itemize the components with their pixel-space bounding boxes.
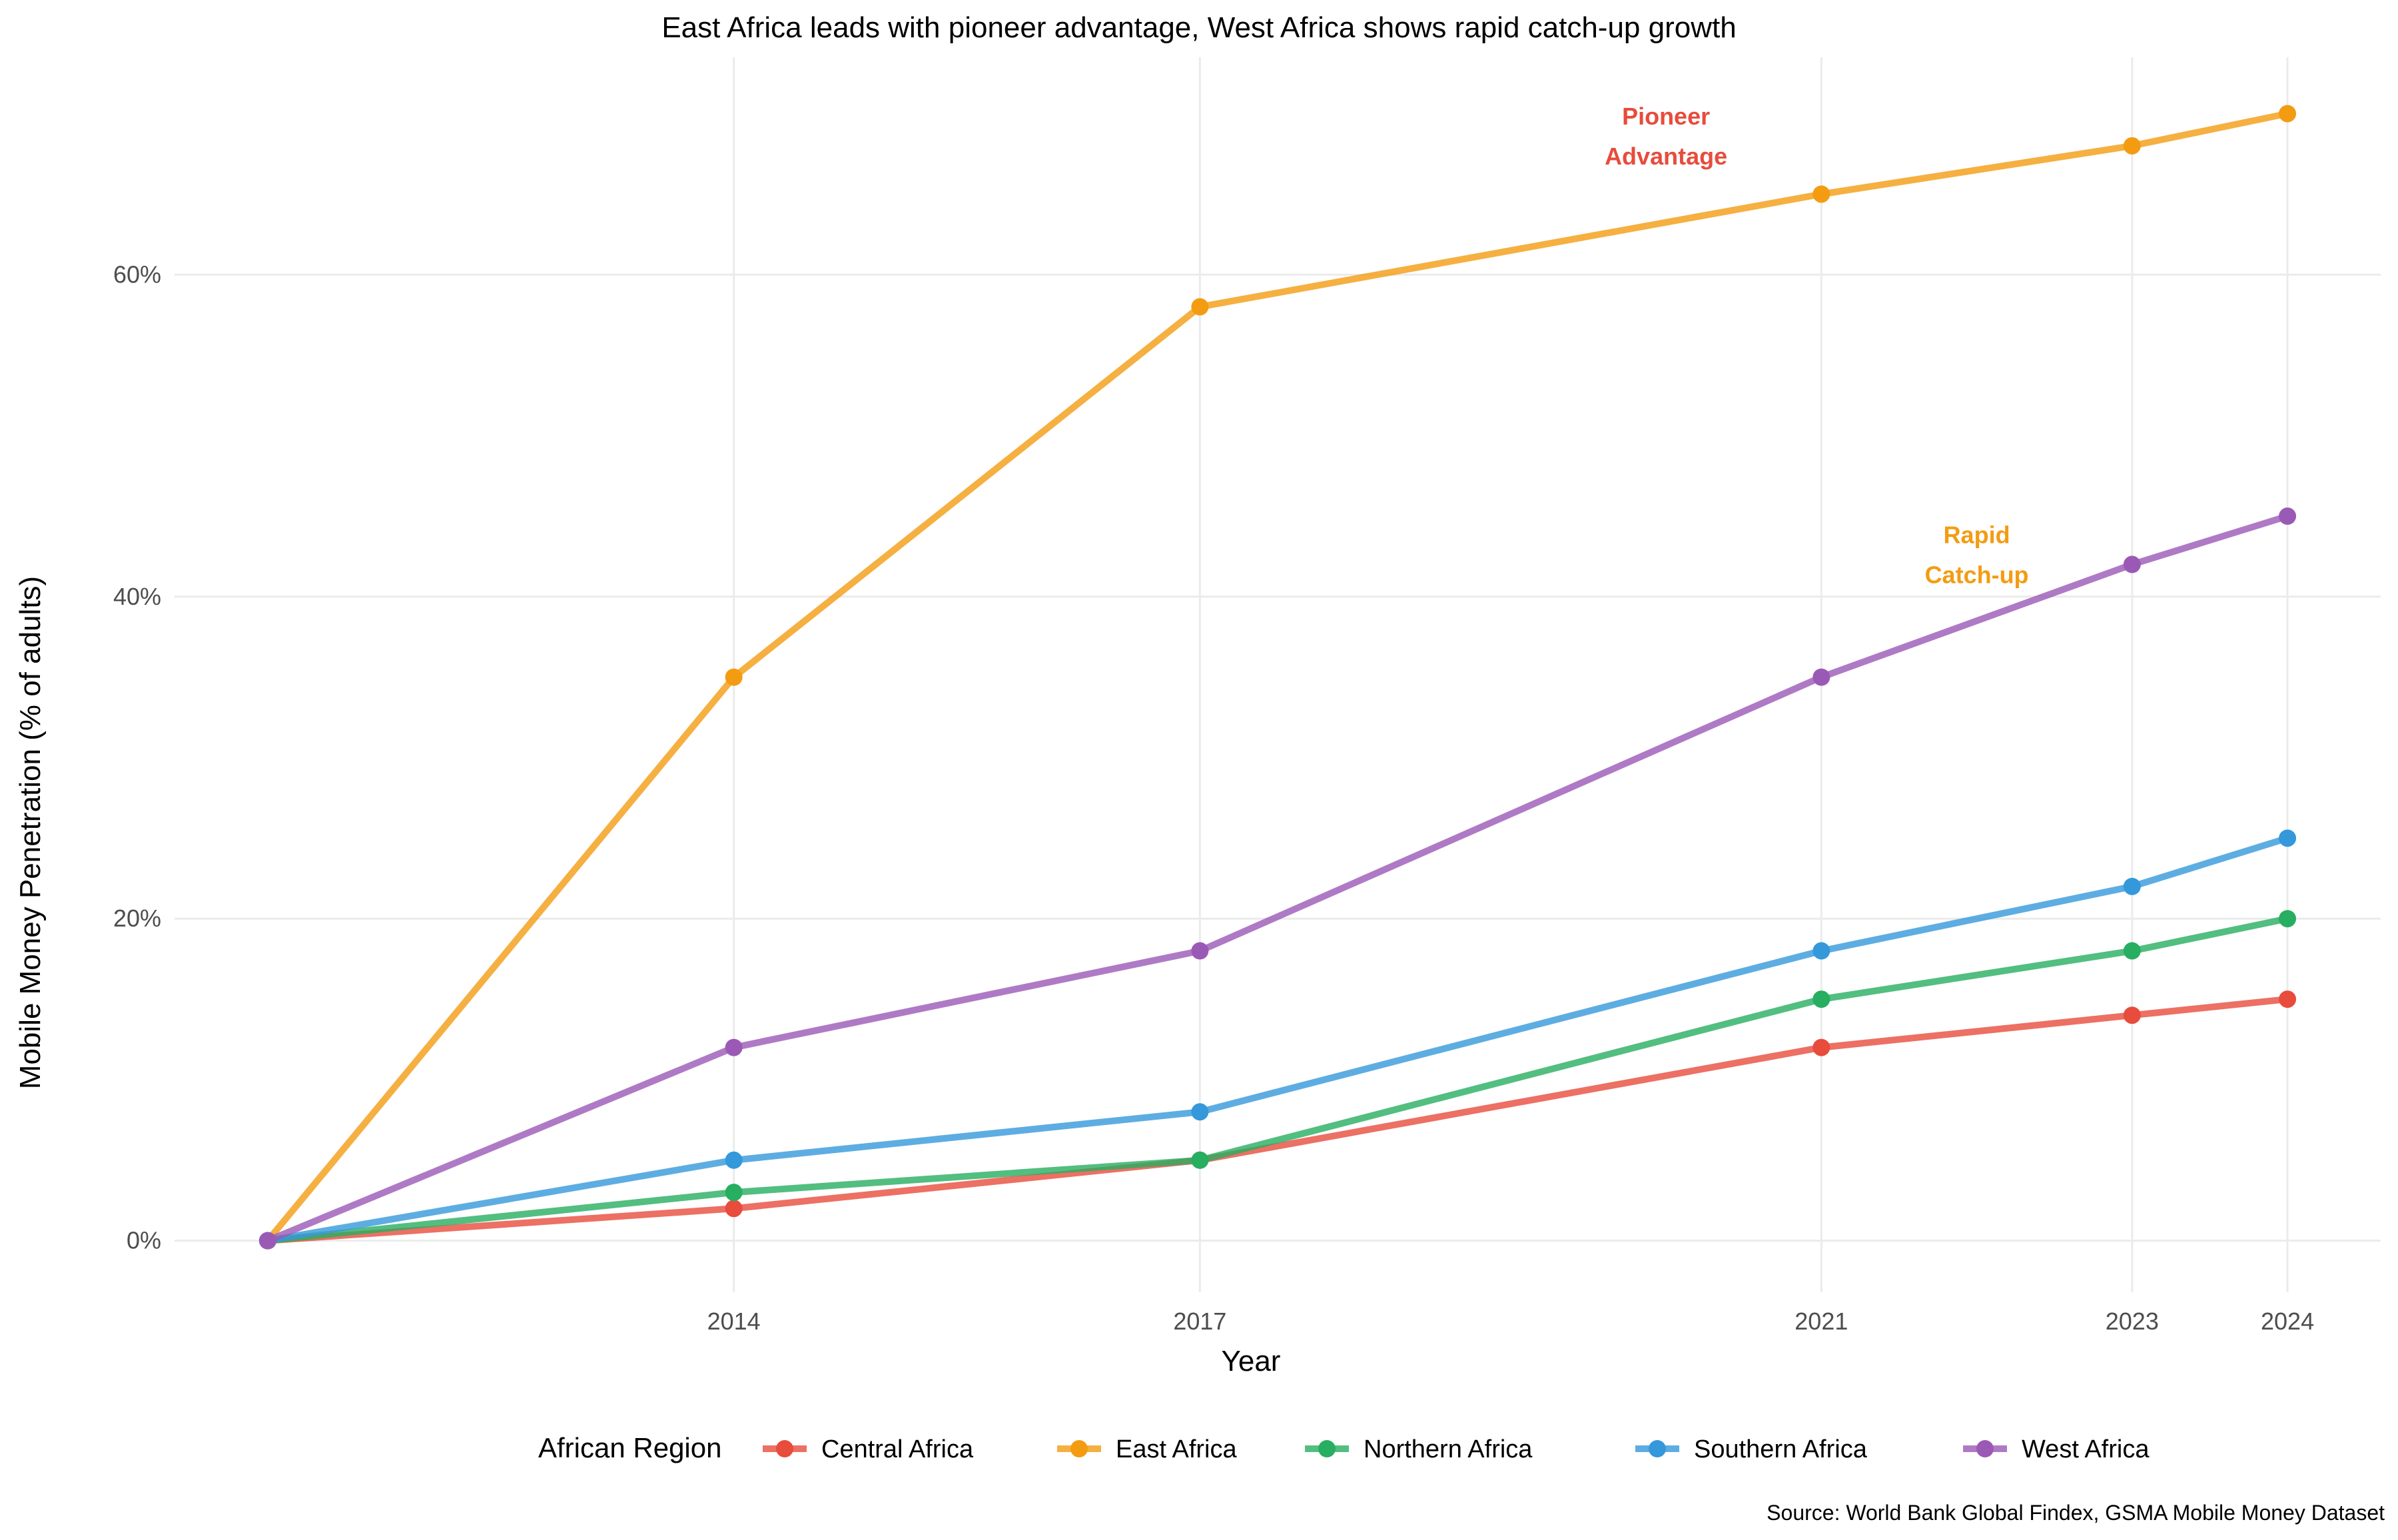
legend-label: Central Africa	[821, 1435, 974, 1463]
legend-label: Southern Africa	[1694, 1435, 1868, 1463]
legend-label: West Africa	[2022, 1435, 2150, 1463]
series-line-northern-africa	[264, 915, 2291, 1244]
data-point-northern-africa	[2123, 942, 2141, 960]
annotation-label: Pioneer	[1622, 103, 1710, 130]
series-line-central-africa	[264, 996, 2291, 1244]
data-point-southern-africa	[2123, 877, 2141, 895]
y-tick-label: 0%	[127, 1227, 161, 1254]
series-lines	[264, 110, 2291, 1244]
series-line-east-africa	[264, 110, 2291, 1244]
x-tick-label: 2014	[707, 1308, 761, 1335]
legend-key-point	[1649, 1440, 1666, 1457]
y-tick-label: 20%	[113, 905, 161, 932]
x-tick-label: 2017	[1173, 1308, 1226, 1335]
legend-title: African Region	[538, 1432, 721, 1463]
data-point-southern-africa	[1191, 1103, 1209, 1121]
legend-key-point	[776, 1440, 793, 1457]
series-line-west-africa	[264, 512, 2291, 1244]
data-point-east-africa	[1191, 298, 1209, 316]
data-point-west-africa	[725, 1038, 743, 1056]
annotation-label: Catch-up	[1925, 561, 2029, 588]
data-point-central-africa	[725, 1200, 743, 1218]
y-axis-title: Mobile Money Penetration (% of adults)	[14, 576, 47, 1089]
series-line-southern-africa	[264, 835, 2291, 1244]
annotations: Pioneer Advantage Rapid Catch-up	[1605, 103, 2029, 588]
legend-label: Northern Africa	[1364, 1435, 1533, 1463]
annotation-label: Advantage	[1605, 143, 1727, 170]
data-point-west-africa	[2279, 507, 2297, 525]
gridlines	[175, 57, 2381, 1292]
x-axis-title: Year	[1222, 1345, 1281, 1377]
axes: 0% 20% 40% 60% 2014 2017 2021 2023 2024	[113, 260, 2314, 1335]
data-point-southern-africa	[2279, 829, 2297, 847]
data-point-northern-africa	[725, 1184, 743, 1202]
legend-label: East Africa	[1116, 1435, 1237, 1463]
data-point-southern-africa	[1812, 942, 1830, 960]
data-point-central-africa	[1812, 1038, 1830, 1056]
data-point-northern-africa	[1812, 990, 1830, 1008]
x-tick-label: 2021	[1795, 1308, 1848, 1335]
data-point-east-africa	[725, 668, 743, 686]
data-point-east-africa	[1812, 185, 1830, 203]
data-point-central-africa	[2123, 1006, 2141, 1024]
legend-key-point	[1070, 1440, 1088, 1457]
data-point-east-africa	[2279, 105, 2297, 123]
data-point-northern-africa	[1191, 1151, 1209, 1169]
data-point-northern-africa	[2279, 910, 2297, 928]
data-point-west-africa	[1191, 942, 1209, 960]
y-tick-label: 40%	[113, 583, 161, 610]
legend-key-point	[1976, 1440, 1994, 1457]
data-point-west-africa	[1812, 668, 1830, 686]
annotation-label: Rapid	[1944, 521, 2010, 548]
y-tick-label: 60%	[113, 260, 161, 288]
chart-title: East Africa leads with pioneer advantage…	[661, 11, 1736, 44]
data-point-central-africa	[2279, 990, 2297, 1008]
x-tick-label: 2024	[2261, 1308, 2314, 1335]
data-point-west-africa	[258, 1232, 276, 1250]
source-caption: Source: World Bank Global Findex, GSMA M…	[1767, 1501, 2385, 1525]
x-tick-label: 2023	[2106, 1308, 2159, 1335]
data-point-west-africa	[2123, 556, 2141, 574]
legend-key-point	[1318, 1440, 1336, 1457]
data-point-east-africa	[2123, 137, 2141, 155]
series-points	[258, 105, 2297, 1250]
legend: African Region Central Africa East Africa…	[538, 1432, 2150, 1463]
data-point-southern-africa	[725, 1151, 743, 1169]
